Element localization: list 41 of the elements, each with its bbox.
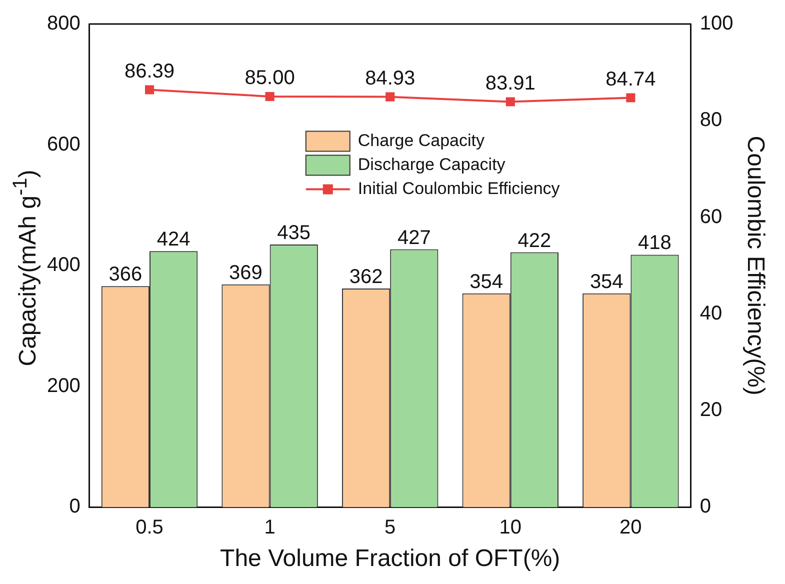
data-label: 369 xyxy=(229,262,262,284)
data-label: 86.39 xyxy=(124,60,175,82)
y-tick-label: 800 xyxy=(46,12,80,35)
point xyxy=(265,92,274,102)
data-label: 435 xyxy=(277,222,311,244)
data-label: 362 xyxy=(349,266,383,288)
data-label: 366 xyxy=(108,264,142,286)
data-label: 83.91 xyxy=(485,72,536,94)
y2-tick-label: 40 xyxy=(700,302,722,324)
y-tick-label: 200 xyxy=(46,374,80,397)
x-axis-title: The Volume Fraction of OFT(%) xyxy=(220,545,560,572)
point xyxy=(386,92,395,102)
x-tick-label: 20 xyxy=(620,516,642,539)
legend-label: Discharge Capacity xyxy=(358,154,506,174)
x-tick-label: 1 xyxy=(264,516,276,539)
data-label: 84.93 xyxy=(365,67,416,90)
y2-axis-title: Coulombic Efficiency(%) xyxy=(742,136,769,396)
point xyxy=(626,93,636,102)
data-label: 85.00 xyxy=(244,66,295,89)
y-tick-label: 600 xyxy=(46,133,80,156)
data-label: 354 xyxy=(470,270,504,293)
data-label: 418 xyxy=(638,232,672,254)
data-label: 84.74 xyxy=(606,68,656,90)
x-tick-label: 10 xyxy=(499,516,522,539)
data-label: 354 xyxy=(590,270,624,293)
y2-tick-label: 80 xyxy=(700,109,722,132)
y2-tick-label: 0 xyxy=(700,496,711,518)
point xyxy=(506,97,515,106)
point xyxy=(144,85,154,94)
legend-label: Initial Coulombic Efficiency xyxy=(358,178,560,198)
y2-tick-label: 60 xyxy=(700,206,722,228)
x-tick-label: 0.5 xyxy=(136,516,164,539)
y2-tick-label: 100 xyxy=(700,12,734,35)
data-label: 422 xyxy=(518,230,552,252)
data-label: 427 xyxy=(397,226,431,249)
legend-label: Charge Capacity xyxy=(358,130,486,150)
x-tick-label: 5 xyxy=(384,516,396,539)
y-tick-label: 0 xyxy=(69,496,80,518)
y-tick-label: 400 xyxy=(46,254,80,276)
data-label: 424 xyxy=(156,228,190,251)
y2-tick-label: 20 xyxy=(700,399,722,422)
